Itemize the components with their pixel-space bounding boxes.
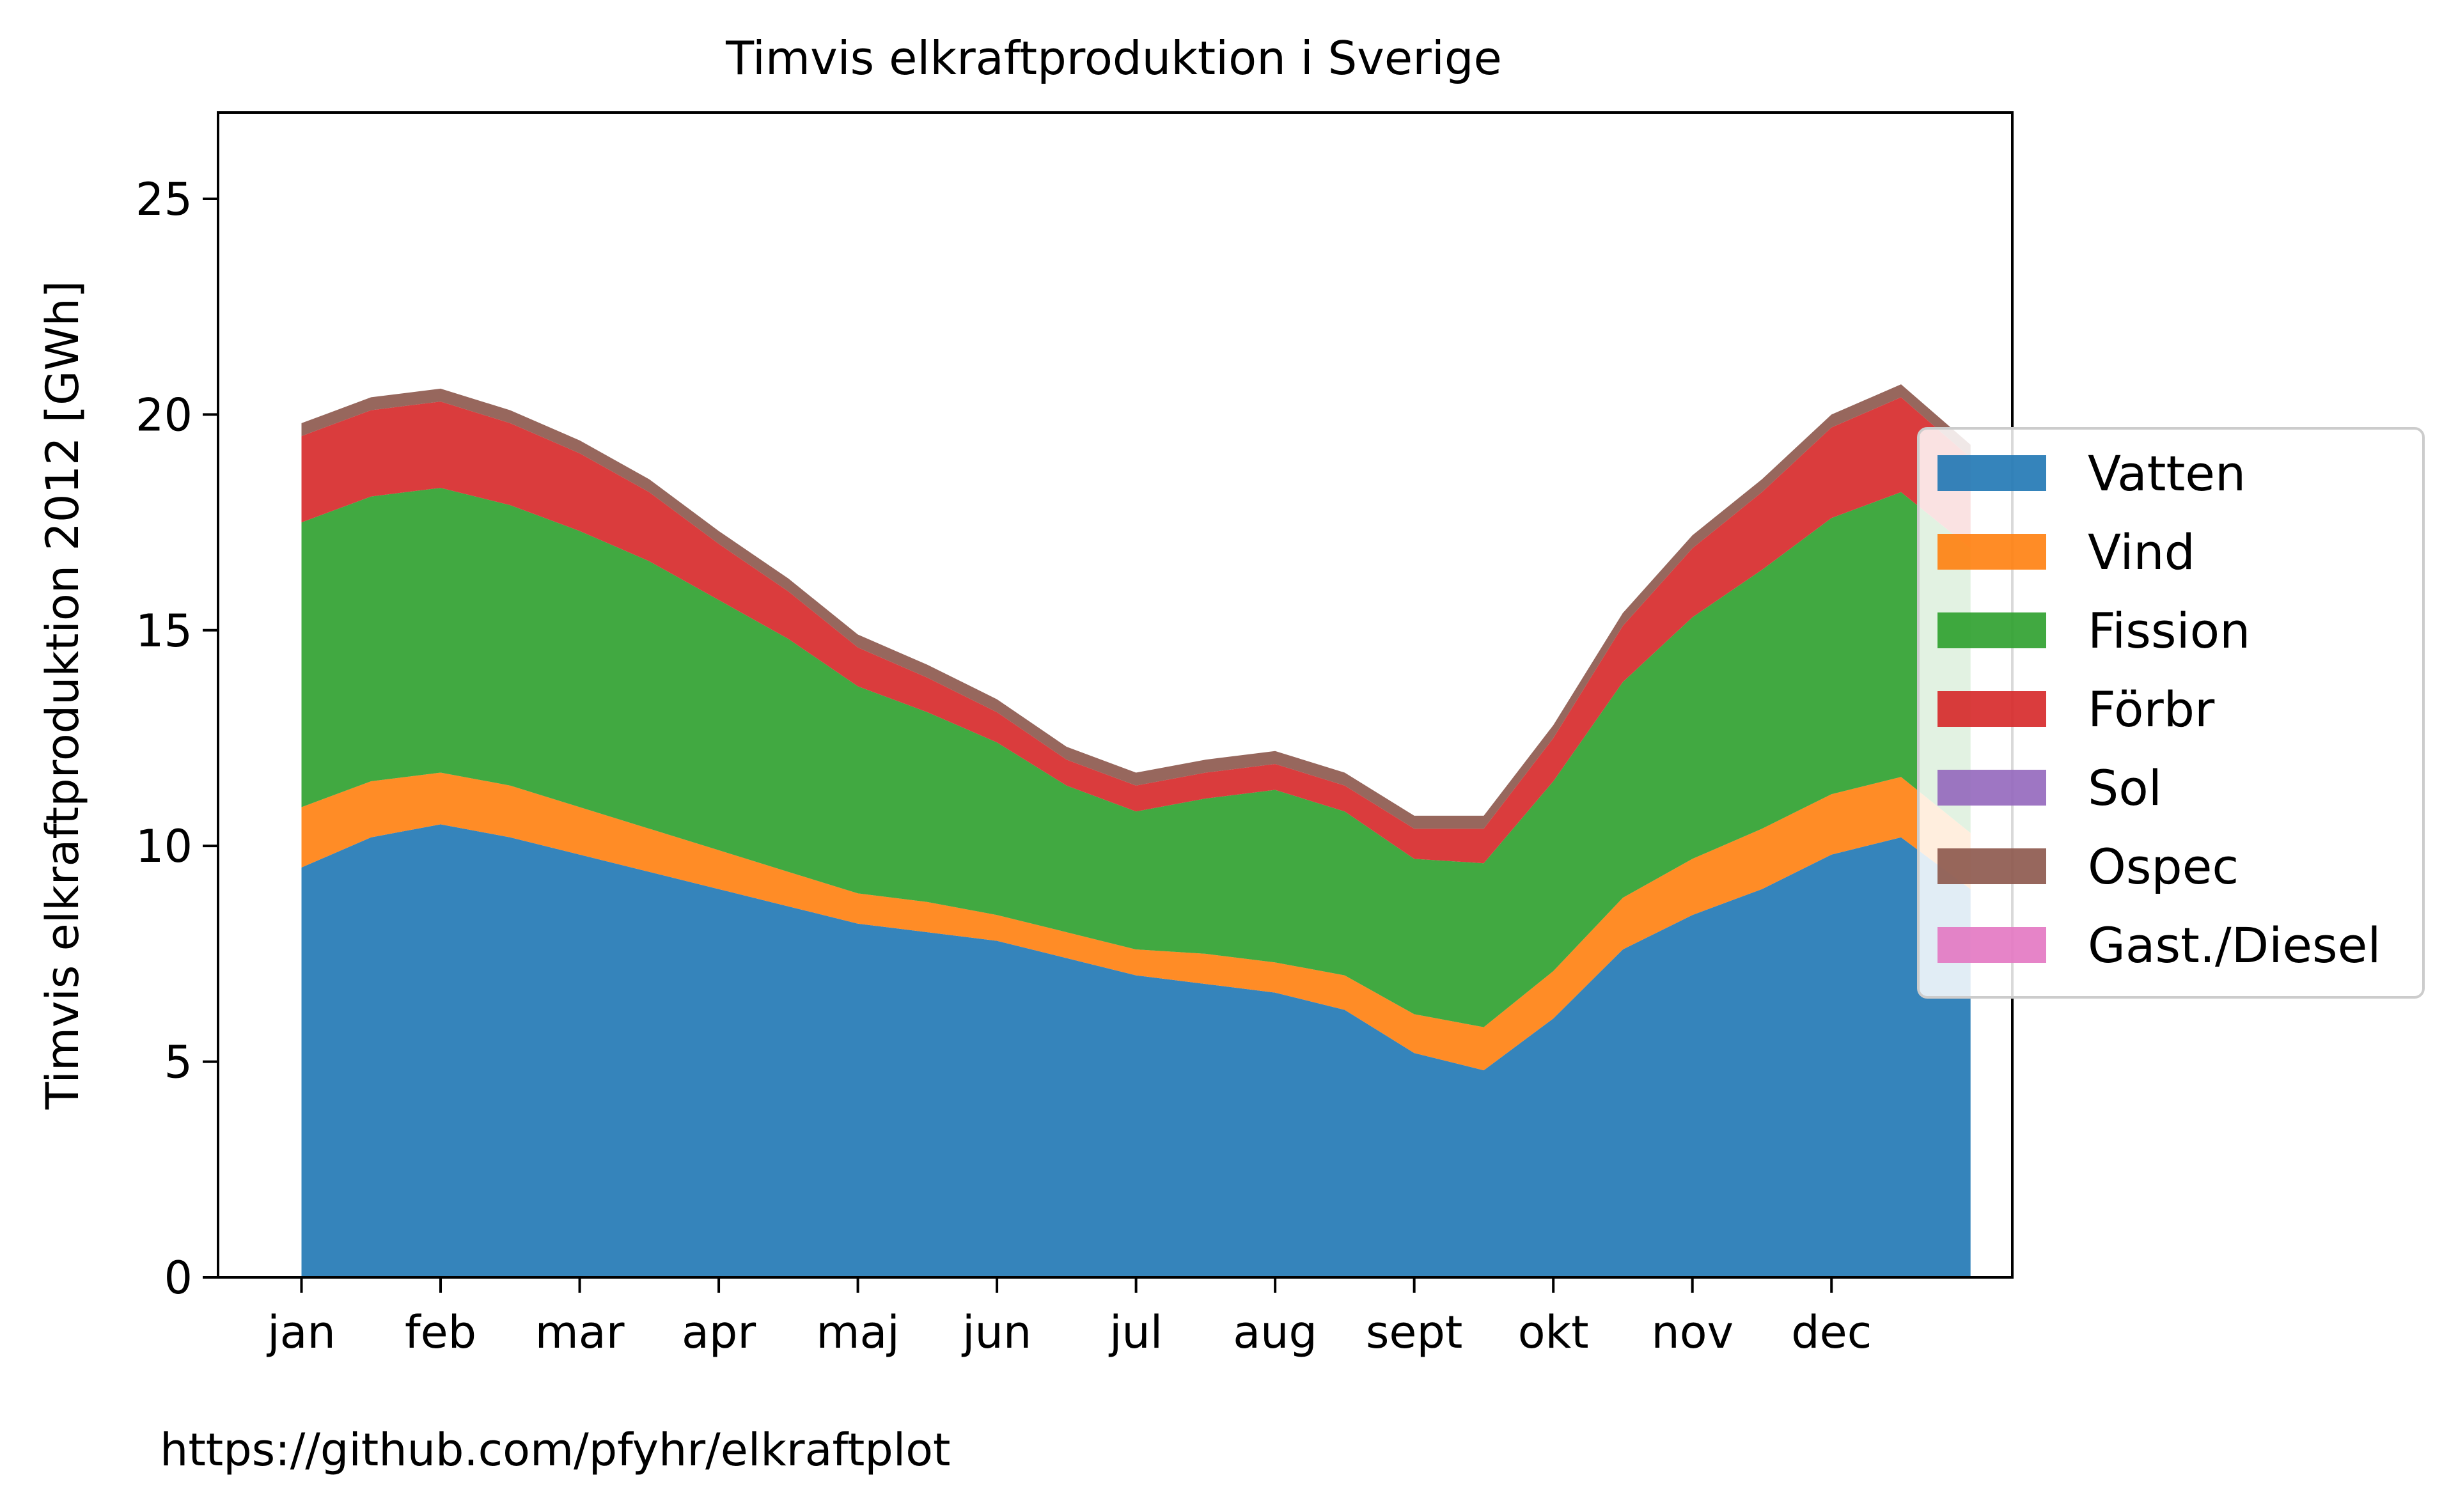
legend-swatch xyxy=(1937,927,2046,963)
legend-swatch xyxy=(1937,534,2046,570)
x-tick-label: nov xyxy=(1651,1306,1734,1359)
x-tick-label: mar xyxy=(535,1306,625,1359)
x-tick-label: maj xyxy=(816,1306,900,1359)
y-axis-label: Timvis elkraftproduktion 2012 [GWh] xyxy=(36,281,89,1110)
legend-swatch xyxy=(1937,691,2046,727)
x-tick-label: jul xyxy=(1108,1306,1162,1359)
legend-label: Fission xyxy=(2088,602,2250,659)
area-vatten xyxy=(301,824,1971,1277)
area-förbr xyxy=(301,397,1971,864)
legend-swatch xyxy=(1937,612,2046,648)
y-tick-label: 25 xyxy=(136,173,192,226)
legend-label: Ospec xyxy=(2088,838,2239,895)
legend-label: Gast./Diesel xyxy=(2088,917,2381,974)
legend-swatch xyxy=(1937,848,2046,884)
x-tick-label: aug xyxy=(1233,1306,1317,1359)
x-tick-label: apr xyxy=(682,1306,756,1359)
area-ospec xyxy=(301,384,1971,829)
legend-swatch xyxy=(1937,455,2046,491)
legend-label: Vatten xyxy=(2088,445,2246,502)
x-tick-label: okt xyxy=(1518,1306,1589,1359)
x-tick-label: jun xyxy=(961,1306,1031,1359)
y-tick-label: 10 xyxy=(136,820,192,873)
y-tick-label: 5 xyxy=(164,1036,192,1089)
legend-swatch xyxy=(1937,770,2046,806)
y-axis: 0 5 10 15 20 25 xyxy=(136,173,218,1304)
x-axis: jan feb mar apr maj jun jul aug sept okt nov dec xyxy=(266,1277,1872,1359)
x-tick-label: dec xyxy=(1791,1306,1872,1359)
x-tick-label: sept xyxy=(1366,1306,1462,1359)
legend-label: Vind xyxy=(2088,524,2195,581)
legend: Vatten Vind Fission Förbr Sol Ospec Gast./Dies… xyxy=(1917,427,2425,999)
legend-label: Förbr xyxy=(2088,681,2215,738)
area-vind xyxy=(301,772,1971,1071)
x-tick-label: jan xyxy=(266,1306,336,1359)
source-url: https://github.com/pfyhr/elkraftplot xyxy=(160,1424,950,1476)
y-tick-label: 0 xyxy=(164,1252,192,1304)
area-fission xyxy=(301,488,1971,1027)
y-tick-label: 20 xyxy=(136,389,192,441)
stacked-area-layer xyxy=(301,384,1971,1277)
chart-title: Timvis elkraftproduktion i Sverige xyxy=(725,31,1502,85)
y-tick-label: 15 xyxy=(136,605,192,657)
x-tick-label: feb xyxy=(405,1306,476,1359)
legend-label: Sol xyxy=(2088,760,2162,816)
